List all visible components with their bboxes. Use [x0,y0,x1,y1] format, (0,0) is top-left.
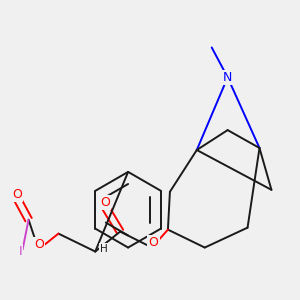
Text: H: H [100,244,107,254]
Text: N: N [223,71,232,84]
Text: I: I [18,245,22,258]
Text: O: O [12,188,22,201]
Text: O: O [100,196,110,209]
Text: O: O [34,238,44,251]
Text: O: O [148,236,158,249]
